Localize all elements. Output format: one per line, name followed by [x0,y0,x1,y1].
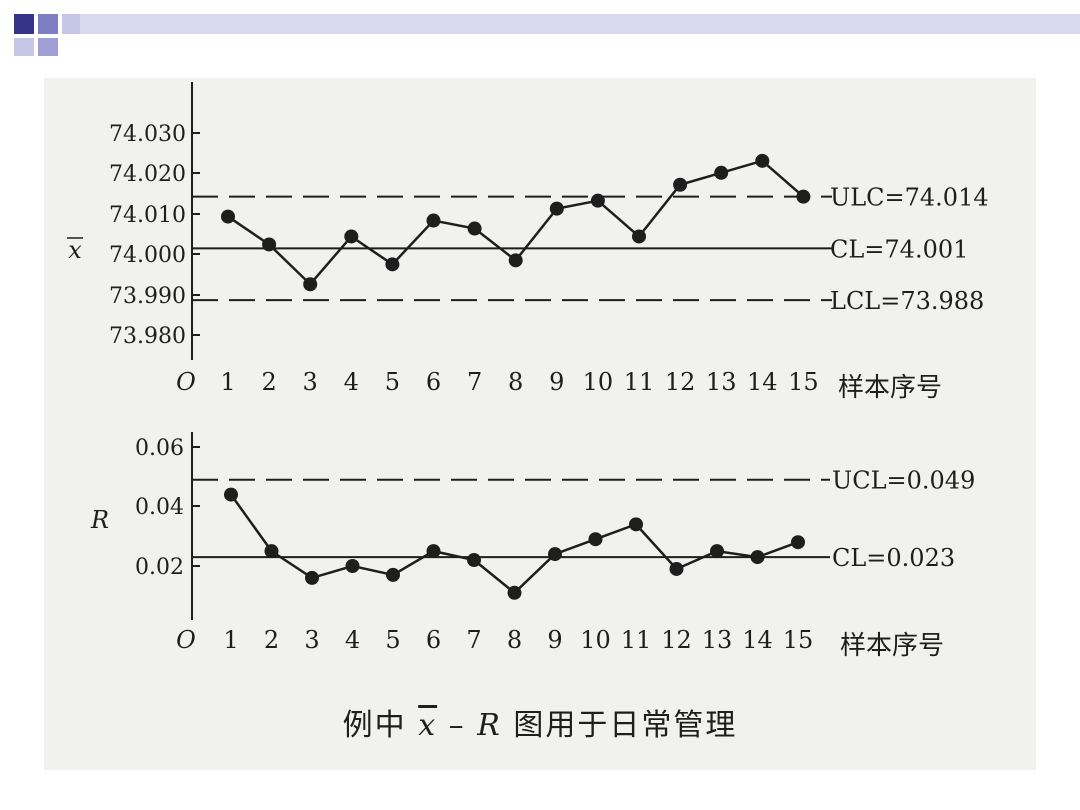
data-point [588,532,603,547]
caption-dash: – [448,708,466,743]
y-tick-label: 73.990 [109,284,186,309]
data-point [426,213,441,228]
x-tick-label: 2 [261,368,276,396]
y-axis-label: x [68,236,82,264]
deco-square [62,14,80,34]
x-tick-label: 9 [549,368,564,396]
data-point [467,221,482,236]
data-point [669,561,684,576]
x-tick-label: 10 [580,626,611,654]
data-point [221,209,235,224]
data-point [629,517,643,532]
data-point [791,535,805,550]
x-tick-label: 10 [583,368,614,396]
x-tick-label: 12 [665,368,696,396]
control-limit-label: ULC=74.014 [830,184,989,212]
y-tick-label: 0.06 [135,436,184,461]
slide-corner-decoration [14,14,1080,56]
data-point [673,177,688,192]
deco-square [14,38,34,56]
x-tick-label: 1 [223,626,238,654]
control-limit-label: LCL=73.988 [830,287,984,315]
data-point [426,544,441,559]
y-tick-label: 74.010 [109,203,186,228]
data-point [385,257,400,272]
x-tick-label: 14 [742,626,773,654]
x-tick-label: 4 [344,368,359,396]
y-axis-label: R [90,506,109,534]
x-tick-label: 14 [747,368,778,396]
data-point [710,544,724,559]
data-point [590,193,605,208]
y-tick-label: 73.980 [109,324,186,349]
data-point [303,277,318,292]
x-axis-label: 样本序号 [840,631,944,661]
y-tick-label: 0.02 [135,555,184,580]
x-tick-label: 1 [220,368,235,396]
y-tick-label: 74.030 [109,122,186,147]
x-tick-label: 6 [426,368,441,396]
x-tick-label: 5 [385,626,400,654]
caption-r: R [477,708,502,743]
x-tick-label: 11 [624,368,655,396]
control-limit-label: CL=0.023 [832,544,955,572]
data-point [224,487,238,502]
data-point [264,544,279,559]
x-tick-label: 12 [661,626,692,654]
figure-caption: 例中 x – R 图用于日常管理 [0,700,1080,744]
y-tick-label: 74.020 [109,162,186,187]
x-tick-label: 11 [621,626,652,654]
origin-label: O [176,368,196,396]
x-tick-label: 15 [783,626,814,654]
scanned-page-background [44,78,1036,770]
deco-square [38,14,58,34]
deco-bar [80,14,1080,34]
control-limit-label: CL=74.001 [830,235,968,263]
x-tick-label: 4 [345,626,360,654]
x-tick-label: 6 [426,626,441,654]
x-tick-label: 13 [706,368,737,396]
x-tick-label: 3 [303,368,318,396]
x-tick-label: 15 [788,368,819,396]
data-point [750,550,765,565]
control-limit-label: UCL=0.049 [832,467,975,495]
x-tick-label: 2 [264,626,279,654]
data-point [755,153,770,168]
data-point [507,585,522,600]
origin-label: O [176,626,196,654]
x-tick-label: 9 [547,626,562,654]
caption-xbar: x [418,708,438,743]
data-point [386,567,400,582]
data-point [549,201,564,216]
data-point [345,559,360,573]
x-tick-label: 5 [385,368,400,396]
x-tick-label: 3 [304,626,319,654]
data-point [796,189,811,204]
data-point [632,229,646,244]
x-tick-label: 8 [508,368,523,396]
caption-suffix: 图用于日常管理 [513,708,738,743]
x-axis-label: 样本序号 [838,373,942,403]
deco-square [38,38,58,56]
y-tick-label: 0.04 [135,495,184,520]
data-point [508,253,523,268]
data-point [262,237,277,252]
x-tick-label: 8 [507,626,522,654]
data-point [305,570,319,585]
data-point [344,229,359,244]
data-point [467,553,481,568]
data-point [714,165,729,180]
deco-square [14,14,34,34]
x-tick-label: 7 [467,368,482,396]
caption-prefix: 例中 [342,708,407,743]
data-point [548,547,562,562]
x-tick-label: 13 [702,626,733,654]
x-tick-label: 7 [466,626,481,654]
y-tick-label: 74.000 [109,243,186,268]
